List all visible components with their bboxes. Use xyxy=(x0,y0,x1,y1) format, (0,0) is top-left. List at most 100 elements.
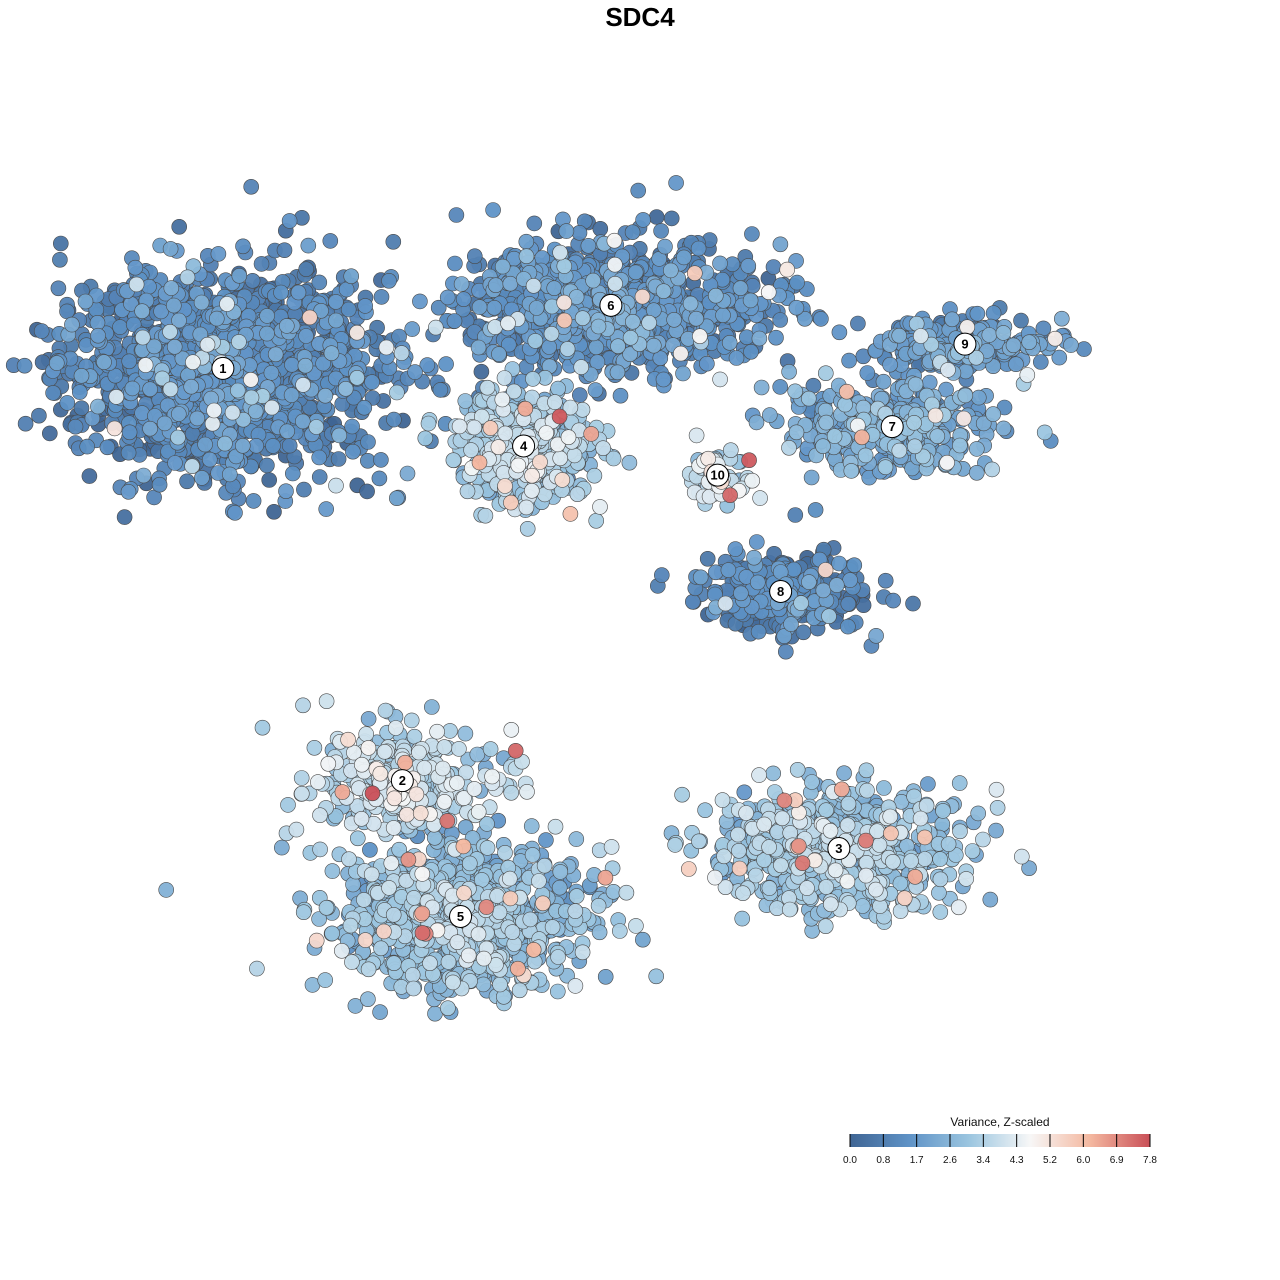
cell-point xyxy=(842,572,858,588)
cell-point xyxy=(787,383,804,400)
cell-point xyxy=(48,355,65,371)
cell-point xyxy=(732,280,749,297)
cell-point xyxy=(163,280,180,296)
cell-point xyxy=(494,258,511,275)
cell-point xyxy=(944,311,960,328)
cell-point xyxy=(777,643,794,660)
cell-point xyxy=(995,325,1012,341)
cell-point xyxy=(259,308,275,324)
cell-point xyxy=(885,592,902,609)
cell-point xyxy=(261,472,278,488)
cell-point xyxy=(331,427,348,444)
cell-point xyxy=(381,272,397,289)
cell-point xyxy=(235,238,251,255)
cell-point xyxy=(235,437,251,454)
cell-point xyxy=(1013,312,1029,329)
cell-point xyxy=(981,327,998,343)
cell-point xyxy=(800,390,817,407)
cell-point xyxy=(788,424,805,441)
cell-point xyxy=(801,574,817,590)
cell-point xyxy=(699,550,716,567)
cell-point xyxy=(259,325,275,342)
cell-point xyxy=(470,339,487,356)
cell-point xyxy=(541,339,558,355)
cell-point xyxy=(345,443,361,460)
cell-point xyxy=(684,593,701,610)
cell-point xyxy=(571,225,588,241)
cell-point xyxy=(210,246,227,262)
cell-point xyxy=(17,415,34,432)
cell-point xyxy=(360,711,377,727)
cell-point xyxy=(455,291,472,308)
cell-point xyxy=(426,829,443,846)
cell-point xyxy=(568,831,585,847)
cell-point xyxy=(657,238,673,255)
cell-point xyxy=(486,299,503,316)
cell-point xyxy=(90,398,106,415)
cell-point xyxy=(356,399,373,416)
cell-point xyxy=(744,226,760,242)
cell-point xyxy=(740,258,757,274)
cell-point xyxy=(127,259,144,276)
cell-point xyxy=(338,281,355,298)
chart-title: SDC4 xyxy=(605,2,675,32)
points-layer xyxy=(5,175,1092,1022)
cell-point xyxy=(592,221,609,237)
cell-point xyxy=(610,338,626,355)
cell-point xyxy=(789,274,805,291)
cell-point xyxy=(59,395,76,411)
cell-point xyxy=(692,569,709,586)
cell-point xyxy=(278,318,295,334)
cell-point xyxy=(267,346,284,363)
cell-point xyxy=(121,424,138,441)
cell-point xyxy=(627,264,644,281)
cell-point xyxy=(609,364,626,381)
cell-point xyxy=(850,315,866,332)
cell-point xyxy=(813,311,829,327)
cell-point xyxy=(217,435,233,452)
cell-point xyxy=(807,502,824,518)
cell-point xyxy=(469,746,486,763)
cell-point xyxy=(263,365,280,381)
cell-point xyxy=(666,311,682,328)
cell-point xyxy=(317,972,334,988)
cell-point xyxy=(162,241,179,257)
cell-point xyxy=(99,439,116,456)
cell-point xyxy=(453,276,470,292)
cell-point xyxy=(156,415,173,432)
cell-point xyxy=(52,235,69,252)
cell-point xyxy=(360,991,376,1008)
cell-point xyxy=(372,1004,388,1020)
cell-point xyxy=(988,822,1004,839)
cell-point xyxy=(388,490,405,507)
cell-point xyxy=(905,595,921,612)
cell-point xyxy=(552,864,569,880)
cell-point xyxy=(736,784,753,801)
cell-point xyxy=(385,234,402,250)
cell-point xyxy=(360,434,376,450)
cell-point xyxy=(209,310,225,327)
cell-point xyxy=(624,224,641,240)
cell-point xyxy=(171,406,187,422)
cell-point xyxy=(877,572,894,589)
cell-point xyxy=(107,367,124,384)
cell-point xyxy=(968,464,985,481)
cell-point xyxy=(475,976,492,993)
cell-point xyxy=(761,407,778,423)
cell-point xyxy=(448,207,465,223)
cell-point xyxy=(90,327,106,344)
cell-point xyxy=(328,312,344,329)
cell-point xyxy=(1076,341,1092,357)
cell-point xyxy=(298,261,315,278)
cell-point xyxy=(550,380,566,397)
cell-point xyxy=(324,925,340,942)
cell-point xyxy=(296,481,312,498)
cell-point xyxy=(273,839,290,856)
cell-point xyxy=(197,436,213,453)
cell-point xyxy=(803,469,820,486)
cell-point xyxy=(921,374,938,391)
cell-point xyxy=(970,805,987,822)
cell-point xyxy=(357,298,374,314)
cell-point xyxy=(1054,310,1070,327)
